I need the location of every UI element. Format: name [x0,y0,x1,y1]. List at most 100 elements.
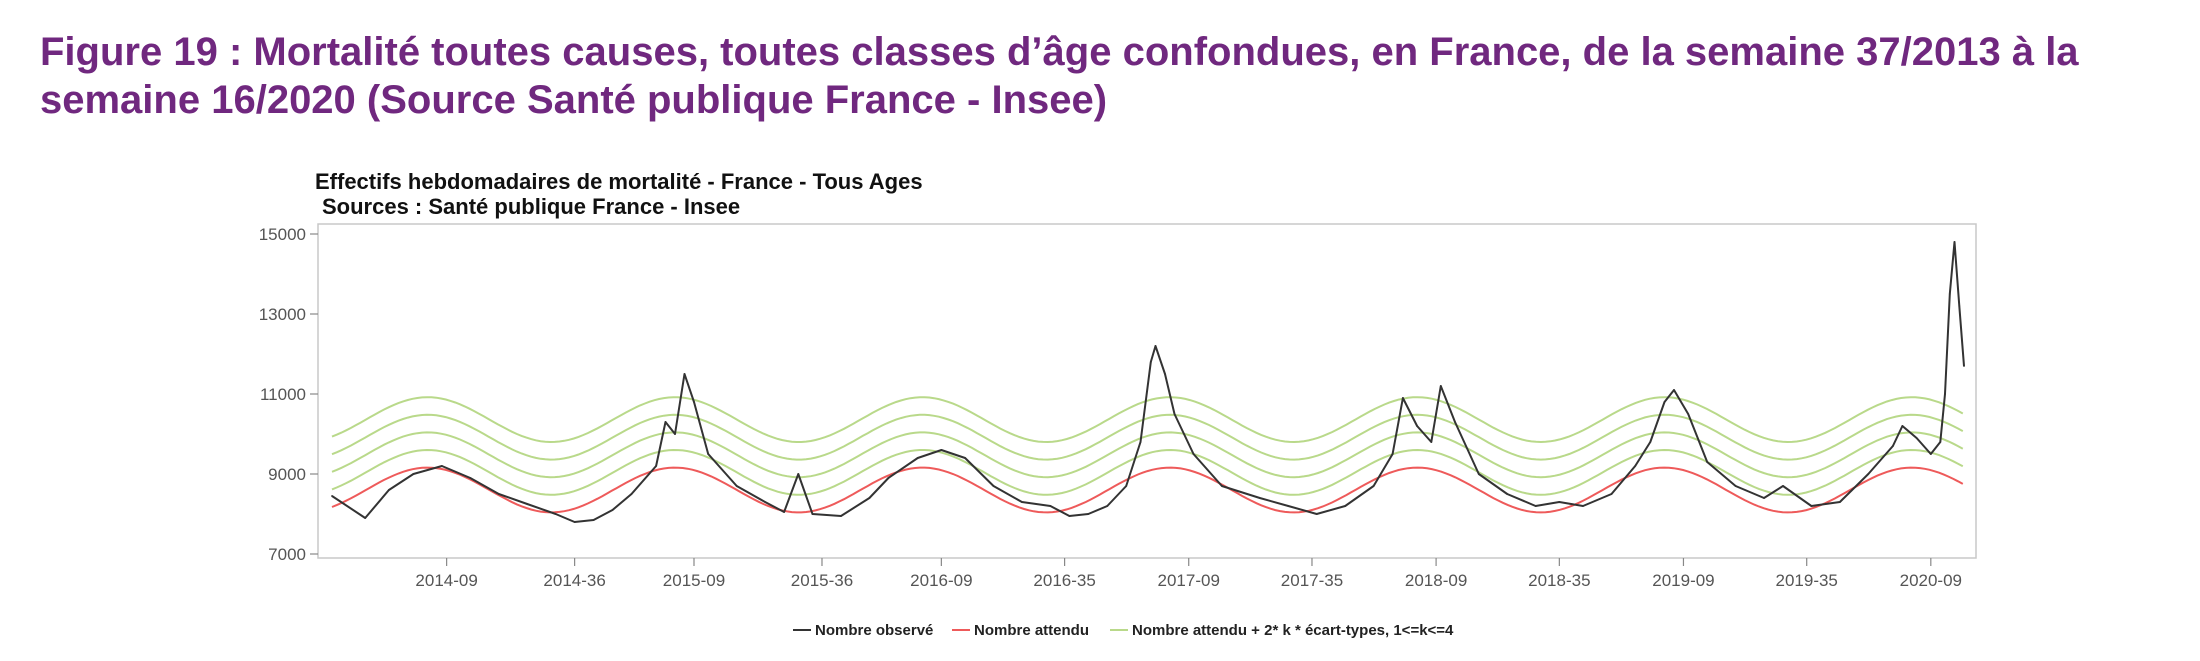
observed-point [764,501,766,503]
observed-point [412,473,415,475]
observed-point [1021,501,1023,503]
observed-point [1915,437,1918,439]
threshold-line-k2 [331,431,1964,479]
legend: Nombre observé Nombre attendu Nombre att… [793,622,1454,639]
x-tick-label: 2020-09 [1900,571,1962,590]
observed-point [1687,413,1690,415]
observed-point [1734,485,1737,487]
observed-point [1049,505,1052,507]
observed-point [1173,413,1176,415]
observed-point [1454,421,1456,423]
observed-point [1892,445,1894,447]
observed-point [573,521,576,523]
observed-point [1164,373,1166,375]
observed-point [1929,453,1932,455]
x-tick-label: 2015-36 [791,571,853,590]
observed-point [1221,485,1223,487]
observed-point [1610,493,1613,495]
observed-point [611,509,614,511]
y-tick-label: 13000 [259,305,306,324]
chart-subtitle: Sources : Santé publique France - Insee [322,194,740,219]
observed-point [674,433,676,435]
observed-point [964,457,966,459]
observed-point [1839,501,1841,503]
observed-point [707,453,710,455]
observed-point [1506,493,1509,495]
y-tick-label: 11000 [260,385,306,404]
expected-line [331,466,1964,514]
threshold-line-k4 [331,396,1964,444]
x-tick-label: 2015-09 [663,571,725,590]
observed-point [1287,505,1290,507]
observed-point [655,465,657,467]
chart-title: Effectifs hebdomadaires de mortalité - F… [315,169,923,194]
x-tick-label: 2019-35 [1776,571,1838,590]
observed-point [683,373,686,375]
observed-point [1673,389,1675,391]
observed-point [331,495,333,497]
observed-point [1149,361,1152,363]
observed-point [868,497,871,499]
observed-point [554,513,557,515]
observed-point [1192,453,1195,455]
x-tick-label: 2017-35 [1281,571,1343,590]
observed-point [887,477,890,479]
x-tick-label: 2014-09 [415,571,477,590]
x-tick-label: 2016-09 [910,571,972,590]
observed-point [1582,505,1584,507]
threshold-line-k1 [331,448,1964,496]
y-tick-label: 15000 [259,225,306,244]
observed-point [1706,461,1709,463]
observed-point [364,517,367,519]
x-tick-label: 2019-09 [1652,571,1714,590]
observed-point [592,519,595,521]
observed-point [1430,441,1433,443]
observed-point [1939,441,1942,443]
observed-point [916,457,919,459]
observed-point [1867,473,1870,475]
observed-point [1477,473,1480,475]
observed-point [1139,441,1142,443]
observed-point [797,473,800,475]
observed-point [783,511,785,513]
observed-point [1901,425,1904,427]
y-tick-label: 9000 [268,465,306,484]
x-tick-label: 2014-36 [543,571,605,590]
observed-point [735,485,738,487]
observed-point [1315,513,1318,515]
observed-point [469,477,472,479]
observed-line-group [331,241,1965,523]
figure-title: Figure 19 : Mortalité toutes causes, tou… [40,30,2079,122]
observed-point [840,515,842,517]
observed-point [497,493,500,495]
observed-point [693,401,695,403]
observed-point [1258,497,1261,499]
y-tick-label: 7000 [268,545,306,564]
observed-point [811,513,814,515]
observed-point [1634,465,1637,467]
observed-point [526,503,529,505]
observed-point [1649,441,1652,443]
x-tick-label: 2017-09 [1158,571,1220,590]
observed-point [1948,293,1951,295]
x-tick-label: 2018-35 [1528,571,1590,590]
observed-point [1810,505,1813,507]
observed-point [1344,505,1347,507]
observed-point [1944,393,1946,395]
observed-point [1087,513,1090,515]
observed-point [441,465,443,467]
x-tick-label: 2018-09 [1405,571,1467,590]
observed-point [992,485,995,487]
observed-point [630,493,633,495]
observed-point [1372,485,1375,487]
x-axis: 2014-09 2014-36 2015-09 2015-36 2016-09 2016-… [415,558,1962,590]
legend-observed-label: Nombre observé [815,622,933,639]
observed-point [388,489,390,491]
observed-point [1558,501,1561,503]
observed-point [1106,505,1109,507]
y-axis: 7000 9000 11000 13000 15000 [259,225,318,564]
observed-point [1953,241,1956,243]
observed-point [1782,485,1784,487]
expected-line-group [331,466,1964,514]
